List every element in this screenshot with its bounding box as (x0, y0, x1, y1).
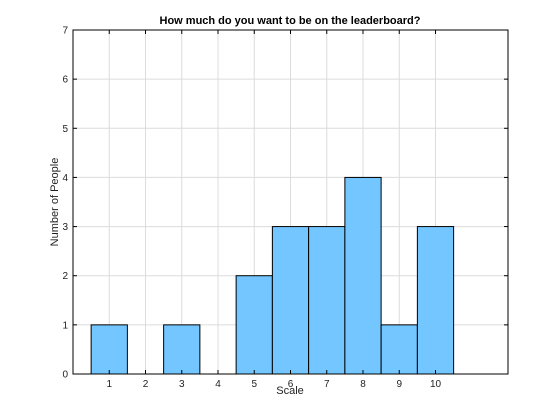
y-axis-ticks: 0 1 2 3 4 5 6 7 (62, 26, 508, 381)
chart-title: How much do you want to be on the leader… (160, 15, 421, 27)
bar-6 (271, 226, 310, 375)
x-tick-label-6: 6 (288, 379, 294, 390)
x-axis-ticks: 1 2 3 4 5 6 7 8 9 10 (106, 30, 441, 390)
x-axis-label: Scale (276, 385, 304, 397)
bar-7 (308, 226, 346, 375)
y-tick-label-2: 2 (62, 271, 68, 282)
y-tick-label-3: 3 (62, 222, 68, 233)
x-tick-label-3: 3 (179, 379, 185, 390)
bar-5 (235, 275, 273, 375)
y-tick-label-1: 1 (62, 320, 68, 331)
y-tick-label-7: 7 (62, 26, 68, 37)
y-tick-label-4: 4 (62, 173, 68, 184)
x-tick-label-8: 8 (360, 379, 366, 390)
x-tick-label-5: 5 (251, 379, 257, 390)
y-tick-label-0: 0 (62, 370, 68, 381)
bar-1 (90, 324, 128, 375)
bars-group (90, 176, 455, 375)
y-axis-label: Number of People (49, 158, 61, 247)
bar-10 (416, 226, 455, 375)
x-tick-label-9: 9 (396, 379, 402, 390)
x-tick-label-1: 1 (106, 379, 112, 390)
bar-8 (344, 176, 382, 375)
x-tick-label-2: 2 (143, 379, 149, 390)
bar-9 (380, 324, 418, 375)
x-tick-label-4: 4 (215, 379, 221, 390)
y-tick-label-5: 5 (62, 124, 68, 135)
bar-3 (163, 324, 201, 375)
x-tick-label-7: 7 (324, 379, 330, 390)
y-tick-label-6: 6 (62, 75, 68, 86)
x-tick-label-10: 10 (430, 379, 442, 390)
